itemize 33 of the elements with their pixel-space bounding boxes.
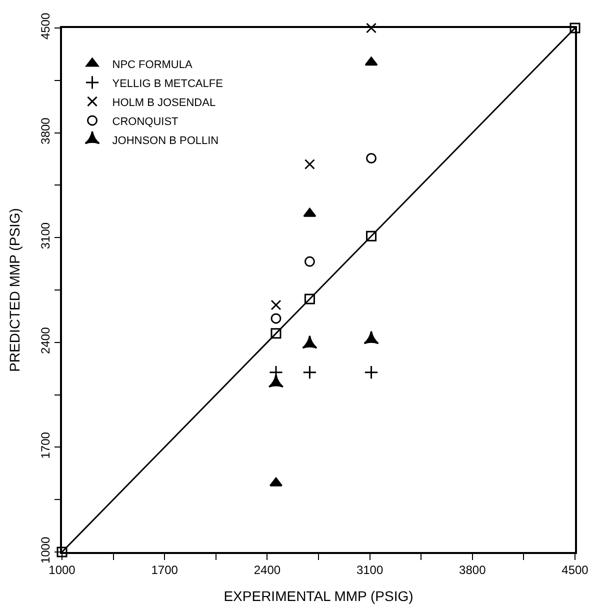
point <box>304 294 315 304</box>
point <box>364 56 378 66</box>
point <box>270 300 282 310</box>
x-tick-label: 3800 <box>459 563 486 578</box>
legend-label: NPC FORMULA <box>112 58 193 71</box>
point <box>366 230 377 242</box>
point <box>304 256 315 267</box>
x-tick-label: 2400 <box>254 563 281 578</box>
point <box>56 546 68 558</box>
point <box>270 328 282 339</box>
x-tick-label: 1000 <box>48 563 76 578</box>
x-axis-title: EXPERIMENTAL MMP (PSIG) <box>224 588 414 604</box>
y-axis-title: PREDICTED MMP (PSIG) <box>6 208 23 372</box>
legend-label: CRONQUIST <box>112 116 179 128</box>
point <box>270 313 282 324</box>
y-tick-label: 3100 <box>38 222 52 250</box>
x-tick-label: 3100 <box>356 563 384 578</box>
y-tick-label: 1700 <box>38 432 52 459</box>
point <box>366 22 377 34</box>
y-tick-label: 3800 <box>38 117 52 144</box>
y-tick-label: 2400 <box>38 326 52 354</box>
point <box>364 365 378 380</box>
x-tick-label: 1700 <box>151 563 178 578</box>
legend-label: JOHNSON B POLLIN <box>112 134 219 147</box>
point <box>302 365 317 380</box>
point <box>570 22 580 34</box>
legend-label: YELLIG B METCALFE <box>112 78 223 90</box>
x-tick-label: 4500 <box>562 563 589 578</box>
point <box>303 208 316 217</box>
legend-label: HOLM B JOSENDAL <box>112 96 216 109</box>
point <box>366 153 377 164</box>
y-tick-label: 4500 <box>38 12 52 40</box>
point <box>304 158 315 170</box>
